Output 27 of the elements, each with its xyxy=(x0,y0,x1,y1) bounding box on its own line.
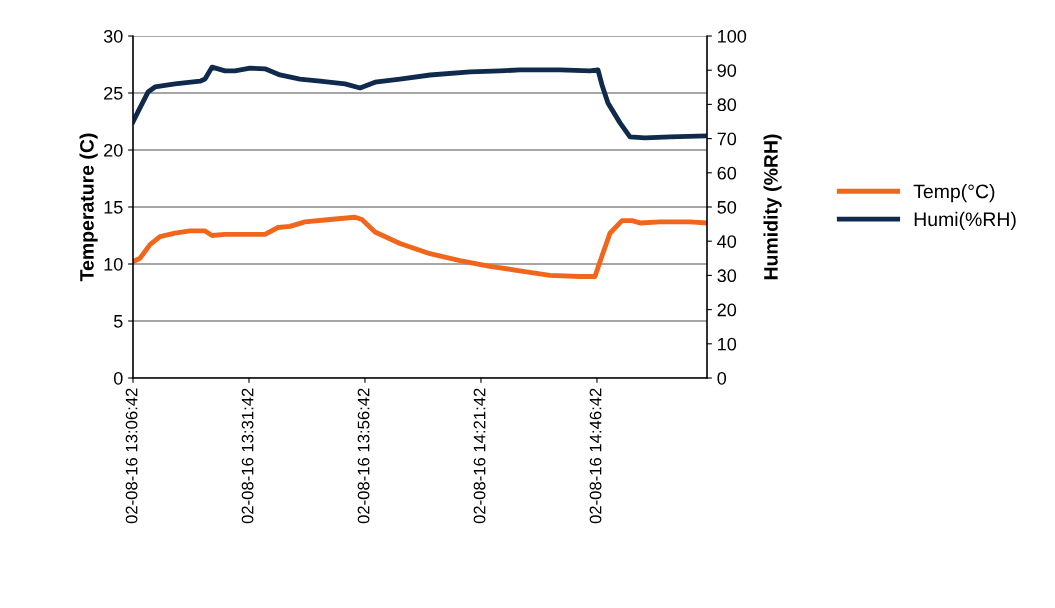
y-tick-label: 30 xyxy=(103,29,123,43)
y2-tick-label: 50 xyxy=(717,200,737,214)
y-tick-label: 5 xyxy=(113,315,123,328)
legend-label: Temp(°C) xyxy=(913,184,995,203)
y2-tick-label: 90 xyxy=(717,64,737,77)
y2-tick-label: 40 xyxy=(717,235,737,248)
y2-tick-label: 10 xyxy=(718,337,737,351)
x-tick-label: 02-08-16 14:21:42 xyxy=(473,388,486,524)
y-tick-label: 20 xyxy=(104,143,123,157)
y2-tick-label: 20 xyxy=(717,303,737,317)
y-tick-label: 25 xyxy=(104,86,123,100)
y2-tick-label: 70 xyxy=(717,132,737,146)
y2-tick-label: 0 xyxy=(717,371,727,385)
y2-tick-label: 30 xyxy=(717,269,737,283)
y-tick-label: 15 xyxy=(104,201,123,214)
y2-tick-label: 100 xyxy=(718,29,747,43)
y2-tick-label: 60 xyxy=(717,166,737,180)
y2-tick-label: 80 xyxy=(717,98,737,112)
y2-axis-title: Humidity (%RH) xyxy=(763,134,782,280)
x-tick-label: 02-08-16 13:31:42 xyxy=(241,388,254,524)
x-tick-label: 02-08-16 13:06:42 xyxy=(125,388,138,524)
y-tick-label: 0 xyxy=(113,371,123,385)
y-axis-title: Temperature (C) xyxy=(79,133,98,282)
legend-label: Humi(%RH) xyxy=(914,211,1016,230)
x-tick-label: 02-08-16 14:46:42 xyxy=(589,388,602,524)
y-tick-label: 10 xyxy=(104,257,123,271)
x-tick-label: 02-08-16 13:56:42 xyxy=(357,388,370,524)
